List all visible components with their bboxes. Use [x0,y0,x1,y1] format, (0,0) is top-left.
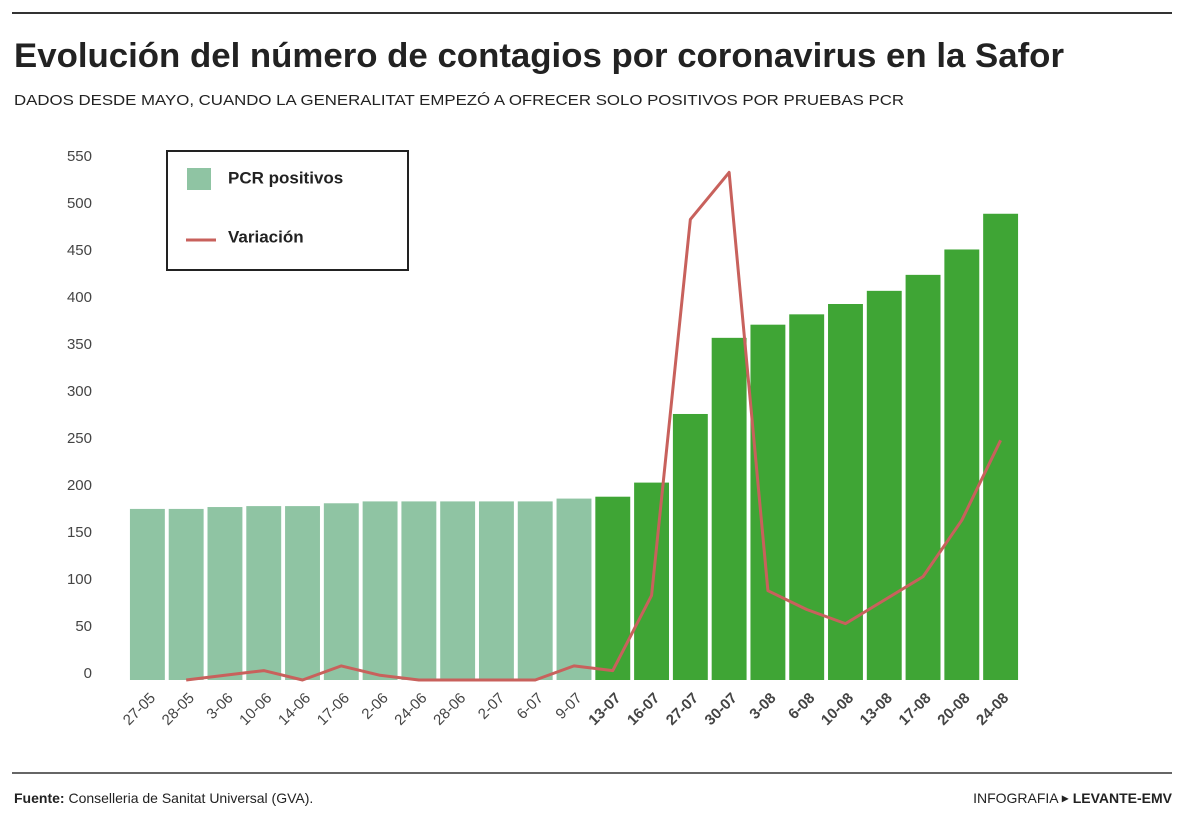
bar [517,501,553,680]
legend-label: PCR positivos [228,168,343,187]
x-tick-label: 2-07 [475,690,508,723]
x-tick-label: 10-08 [818,690,857,729]
y-tick-label: 250 [67,430,92,447]
x-tick-label: 3-08 [746,690,779,723]
x-tick-label: 27-05 [120,690,159,729]
x-tick-label: 13-08 [857,690,896,729]
y-tick-label: 400 [67,289,92,306]
y-tick-label: 300 [67,383,92,400]
y-tick-label: 50 [75,618,92,635]
x-tick-label: 6-08 [785,690,818,723]
bar [440,501,476,680]
bar [168,508,204,680]
y-tick-label: 200 [67,477,92,494]
x-tick-label: 2-06 [358,690,391,723]
x-tick-label: 28-06 [430,690,469,729]
bar [207,507,243,680]
x-tick-label: 6-07 [514,690,547,723]
source: Fuente: Conselleria de Sanitat Universal… [14,790,313,806]
bar [285,506,320,680]
source-text: Conselleria de Sanitat Universal (GVA). [68,790,313,806]
x-tick-label: 24-06 [391,690,430,729]
x-tick-label: 16-07 [624,690,663,729]
x-tick-label: 24-08 [973,690,1012,729]
source-label: Fuente: [14,790,65,806]
bar [866,290,902,680]
x-tick-label: 17-06 [314,690,353,729]
bar [478,501,514,680]
bar [595,496,631,680]
y-tick-label: 450 [67,242,92,259]
y-tick-label: 100 [67,571,92,588]
bar [556,498,592,680]
bar [246,506,282,680]
chart-title: Evolución del número de contagios por co… [14,37,1064,75]
y-tick-label: 350 [67,336,92,353]
x-tick-label: 27-07 [663,690,702,729]
x-tick-label: 9-07 [552,690,585,723]
x-tick-label: 28-05 [159,690,198,729]
x-tick-label: 20-08 [934,690,973,729]
line [185,170,1002,682]
x-tick-label: 10-06 [236,690,275,729]
bar [983,213,1019,680]
bar [129,508,165,680]
y-tick-label: 150 [67,524,92,541]
bar [401,501,437,680]
bar [323,503,359,680]
y-tick-label: 500 [67,195,92,212]
bar [905,274,941,680]
bar [789,314,825,680]
bar [944,249,980,681]
credit-label: INFOGRAFIA [973,790,1059,806]
bar [750,324,786,680]
x-tick-label: 17-08 [896,690,935,729]
credit-name: LEVANTE-EMV [1073,790,1173,806]
x-tick-label: 3-06 [203,690,236,723]
bar [711,337,747,680]
bar [362,501,398,680]
bar [672,413,708,680]
chart-subtitle: DADOS DESDE MAYO, CUANDO LA GENERALITAT … [14,92,904,109]
credit: INFOGRAFIA ▸ LEVANTE-EMV [973,790,1173,806]
x-tick-label: 30-07 [702,690,741,729]
y-tick-label: 550 [67,148,92,165]
y-tick-label: 0 [84,665,92,682]
x-tick-label: 13-07 [585,690,624,729]
legend-label: Variación [228,227,304,246]
x-tick-label: 14-06 [275,690,314,729]
legend-swatch [187,168,211,190]
